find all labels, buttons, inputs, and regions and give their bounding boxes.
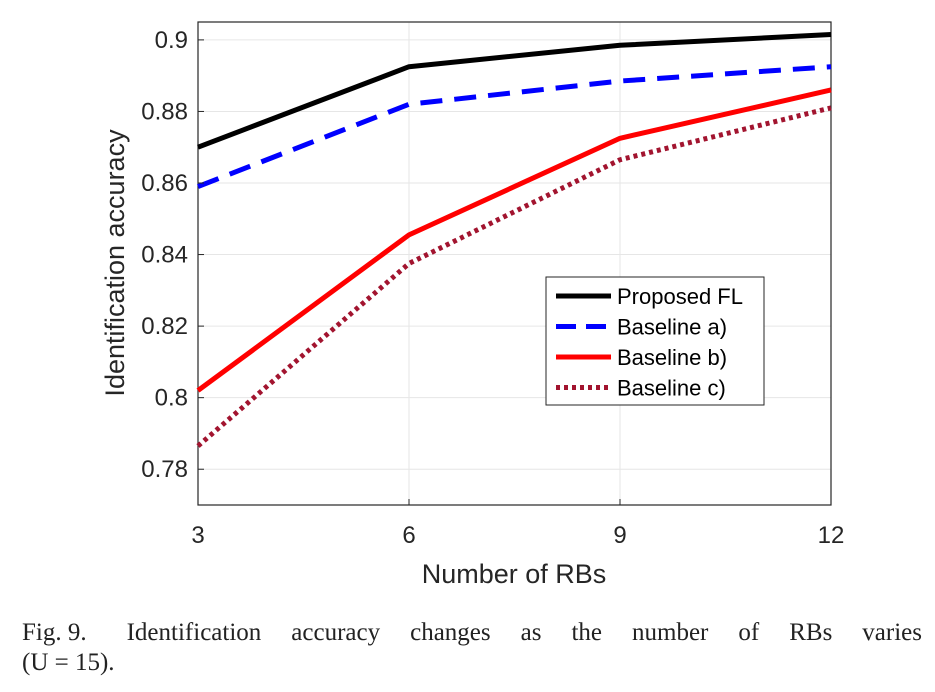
x-axis-ticks: 3 6 9 12	[191, 499, 844, 549]
caption-text: Identification accuracy changes as the n…	[126, 619, 922, 646]
axes-frame	[197, 21, 832, 506]
figure-caption: Fig. 9. Identification accuracy changes …	[22, 618, 922, 678]
series-line-2	[197, 64, 832, 189]
legend-label-3: Baseline b)	[617, 345, 727, 370]
x-tick-label-2: 9	[613, 522, 626, 549]
series-layer	[196, 32, 832, 448]
y-axis-ticks: 0.78 0.8 0.82 0.84 0.86 0.88 0.9	[141, 27, 204, 483]
series-line-4	[196, 105, 832, 448]
y-tick-label-1: 0.8	[155, 385, 188, 412]
y-tick-label-5: 0.88	[141, 98, 188, 125]
legend-label-2: Baseline a)	[617, 315, 727, 340]
series-line-1	[197, 32, 832, 150]
x-axis-label: Number of RBs	[422, 559, 607, 589]
x-tick-label-0: 3	[191, 522, 204, 549]
plot-area	[197, 21, 832, 506]
y-tick-label-3: 0.84	[141, 242, 188, 269]
y-axis-label: Identification accuracy	[100, 129, 130, 397]
legend: Proposed FL Baseline a) Baseline b) Baselin…	[545, 276, 765, 406]
y-tick-label-6: 0.9	[155, 27, 188, 54]
caption-text-line2: (U = 15).	[22, 649, 115, 676]
line-chart: 3 6 9 12 0.78 0.8 0.82 0.84 0.86 0.88 0.9 Number …	[100, 21, 844, 589]
legend-label-4: Baseline c)	[617, 376, 726, 401]
x-tick-label-1: 6	[402, 522, 415, 549]
y-tick-label-2: 0.82	[141, 313, 188, 340]
series-line-3	[196, 87, 832, 393]
legend-label-1: Proposed FL	[617, 284, 743, 309]
grid	[197, 22, 832, 505]
x-tick-label-3: 12	[818, 522, 845, 549]
caption-label: Fig. 9.	[22, 619, 87, 646]
y-tick-label-0: 0.78	[141, 456, 188, 483]
y-tick-label-4: 0.86	[141, 170, 188, 197]
